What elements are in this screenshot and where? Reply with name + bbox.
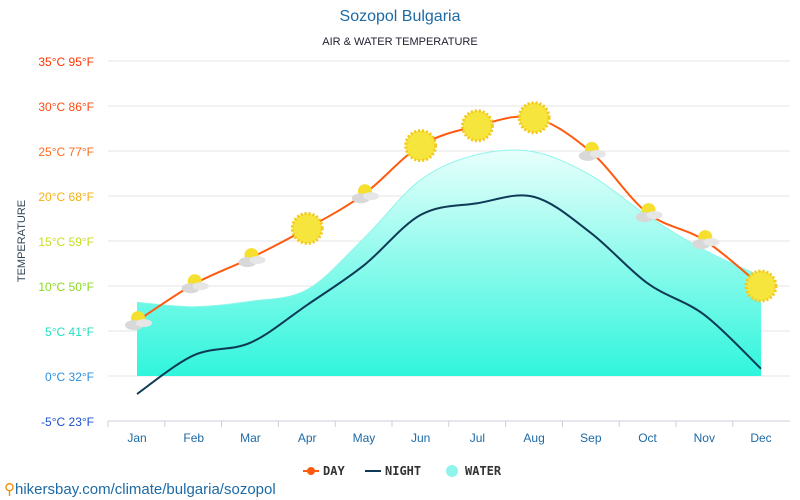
legend-label-day: DAY [323,464,345,478]
source-url: hikersbay.com/climate/bulgaria/sozopol [15,481,276,498]
sun-icon [744,269,778,303]
cloud [249,256,266,265]
cloud [192,282,209,291]
partly-cloudy-icon [635,203,663,223]
cloud [362,192,379,201]
source-link[interactable]: ⚲hikersbay.com/climate/bulgaria/sozopol [4,480,276,498]
x-tick-label: Aug [523,431,544,445]
water-line [136,149,762,308]
y-tick-label: 10°C 50°F [38,280,94,294]
y-tick-label: 20°C 68°F [38,190,94,204]
y-tick-label: 15°C 59°F [38,235,94,249]
sun-disc [750,275,773,297]
legend-day-dot [307,467,315,475]
y-tick-label: 25°C 77°F [38,145,94,159]
y-tick-label: 0°C 32°F [45,370,94,384]
sun-disc [409,134,432,157]
y-tick-label: -5°C 23°F [41,415,94,429]
cloud [646,211,663,220]
y-tick-label: 5°C 41°F [45,325,94,339]
partly-cloudy-icon [578,141,606,161]
x-tick-label: Sep [580,431,602,445]
x-tick-label: Nov [694,431,715,445]
night-line [136,194,762,395]
partly-cloudy-icon [692,230,720,250]
x-tick-label: Feb [183,431,204,445]
sun-disc [466,114,489,137]
sun-icon [290,211,324,245]
cloud [136,319,152,328]
location-pin-icon: ⚲ [4,481,15,498]
x-tick-label: Jun [411,431,430,445]
x-tick-label: May [353,431,376,445]
cloud [703,238,720,247]
x-tick-label: Mar [240,431,261,445]
sun-icon [460,109,494,143]
legend-label-water: WATER [465,464,502,478]
x-tick-label: Apr [298,431,317,445]
chart-title: Sozopol Bulgaria [339,8,461,25]
partly-cloudy-icon [181,274,209,294]
sun-disc [296,217,319,240]
sun-icon [404,129,438,163]
partly-cloudy-icon [125,311,152,331]
y-axis-label: TEMPERATURE [16,200,28,282]
partly-cloudy-icon [351,184,379,204]
x-tick-label: Oct [638,431,657,445]
x-tick-label: Jul [470,431,485,445]
x-tick-label: Jan [127,431,146,445]
y-tick-label: 30°C 86°F [38,100,94,114]
y-tick-label: 35°C 95°F [38,55,94,69]
cloud [589,149,606,158]
water-area [137,150,762,376]
legend-label-night: NIGHT [385,464,421,478]
sun-icon [517,101,551,135]
chart-subtitle: AIR & WATER TEMPERATURE [322,36,478,48]
x-tick-label: Dec [750,431,771,445]
sun-disc [523,106,546,129]
legend-water-marker [446,465,458,477]
partly-cloudy-icon [238,248,266,268]
